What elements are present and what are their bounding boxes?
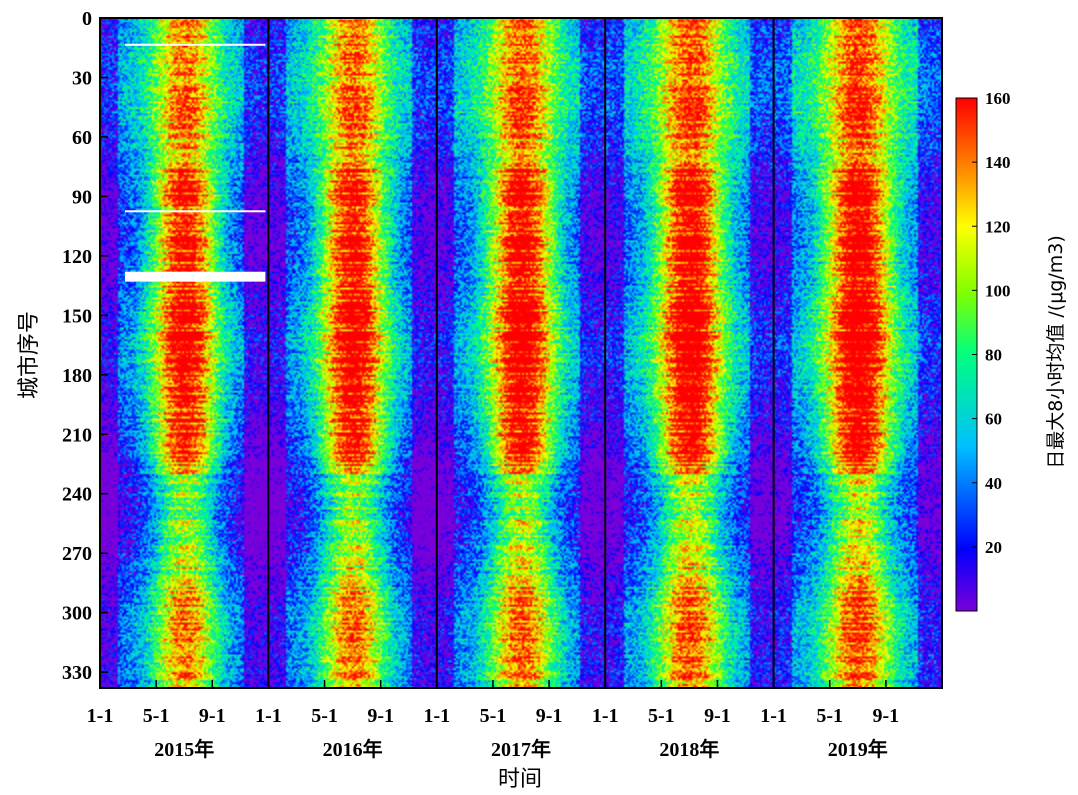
x-tick-label: 1-1 (255, 705, 282, 727)
x-tick-label: 1-1 (87, 705, 114, 727)
colorbar-tick-label: 40 (985, 474, 1002, 493)
y-tick-label: 30 (72, 67, 92, 89)
y-tick-label: 210 (62, 424, 92, 446)
x-tick-label: 5-1 (143, 705, 170, 727)
year-label: 2016年 (323, 737, 383, 761)
heatmap-cells (100, 18, 942, 688)
missing-row (125, 210, 266, 213)
y-tick-label: 270 (62, 543, 92, 565)
missing-data-rows (125, 43, 266, 282)
y-axis-title: 城市序号 (17, 311, 42, 399)
x-tick-label: 5-1 (648, 705, 675, 727)
colorbar-tick-label: 160 (985, 89, 1011, 108)
x-tick-label: 1-1 (760, 705, 787, 727)
y-tick-label: 90 (72, 186, 92, 208)
year-label: 2019年 (828, 737, 888, 761)
plot-frame (99, 17, 943, 689)
x-tick-label: 9-1 (704, 705, 731, 727)
x-axis-title: 时间 (498, 767, 542, 792)
x-tick-label: 9-1 (536, 705, 563, 727)
x-tick-label: 5-1 (816, 705, 843, 727)
colorbar-tick-label: 140 (985, 153, 1011, 172)
colorbar-ticks: 20 40 60 80 100 120 140 160 (972, 89, 1011, 557)
year-label: 2015年 (154, 737, 214, 761)
year-label: 2018年 (659, 737, 719, 761)
y-tick-label: 180 (62, 365, 92, 387)
missing-row (125, 43, 266, 46)
x-tick-label: 5-1 (480, 705, 507, 727)
y-tick-label: 330 (62, 662, 92, 684)
y-tick-label: 300 (62, 603, 92, 625)
x-tick-label: 9-1 (873, 705, 900, 727)
missing-row (125, 271, 266, 282)
x-tick-label: 1-1 (592, 705, 619, 727)
y-tick-label: 120 (62, 246, 92, 268)
x-tick-label: 5-1 (311, 705, 338, 727)
y-tick-label: 0 (82, 8, 92, 30)
year-label: 2017年 (491, 737, 551, 761)
colorbar-title: 日最大8小时均值 /(μg/m3) (1045, 235, 1067, 469)
x-tick-label: 1-1 (423, 705, 450, 727)
colorbar-tick-label: 100 (985, 281, 1011, 300)
y-tick-label: 60 (72, 127, 92, 149)
x-tick-label: 9-1 (199, 705, 226, 727)
y-tick-label: 240 (62, 484, 92, 506)
colorbar-tick-label: 120 (985, 217, 1011, 236)
colorbar-tick-label: 20 (985, 538, 1002, 557)
colorbar-tick-label: 60 (985, 410, 1002, 429)
y-axis: 0 30 60 90 120 150 180 210 240 270 300 330 (62, 8, 108, 684)
year-labels: 2015年 2016年 2017年 2018年 2019年 (154, 737, 888, 761)
x-tick-label: 9-1 (367, 705, 394, 727)
x-axis: 1-1 5-1 9-1 1-1 5-1 9-1 1-1 5-1 9-1 1-1 5-1 9-1 1-1 5… (87, 680, 900, 727)
year-boundary-lines (267, 18, 775, 688)
colorbar-tick-label: 80 (985, 346, 1002, 365)
y-tick-label: 150 (62, 305, 92, 327)
